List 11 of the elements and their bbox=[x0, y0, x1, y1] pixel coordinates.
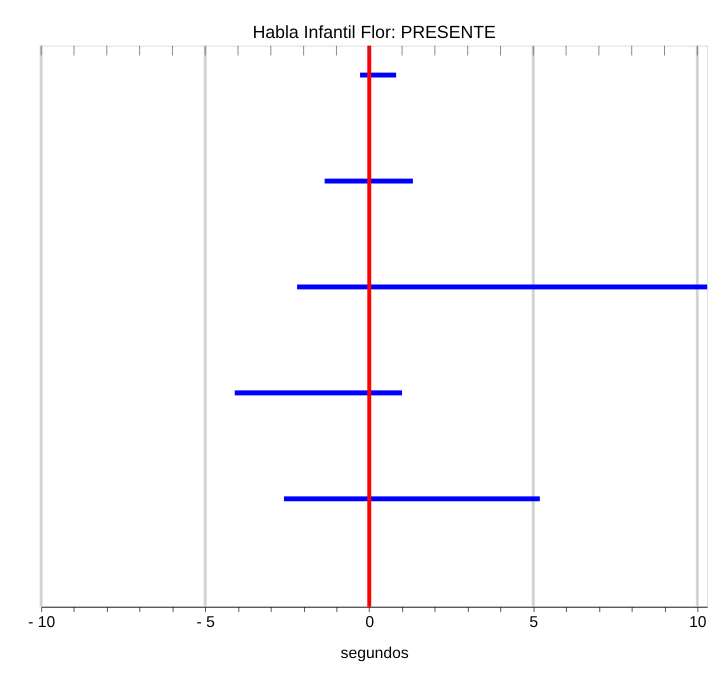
chart-title: Habla Infantil Flor: PRESENTE bbox=[252, 22, 496, 42]
x-tick-label: 5 bbox=[529, 614, 538, 631]
bar bbox=[324, 178, 413, 184]
x-tick-label: 10 bbox=[689, 614, 707, 631]
x-tick-label: - 10 bbox=[28, 614, 56, 631]
bar bbox=[297, 284, 708, 290]
bar bbox=[284, 496, 540, 502]
bar bbox=[234, 390, 402, 396]
x-tick-label: 0 bbox=[365, 614, 374, 631]
x-axis-title: segundos bbox=[340, 645, 409, 662]
x-tick-label: - 5 bbox=[196, 614, 216, 631]
